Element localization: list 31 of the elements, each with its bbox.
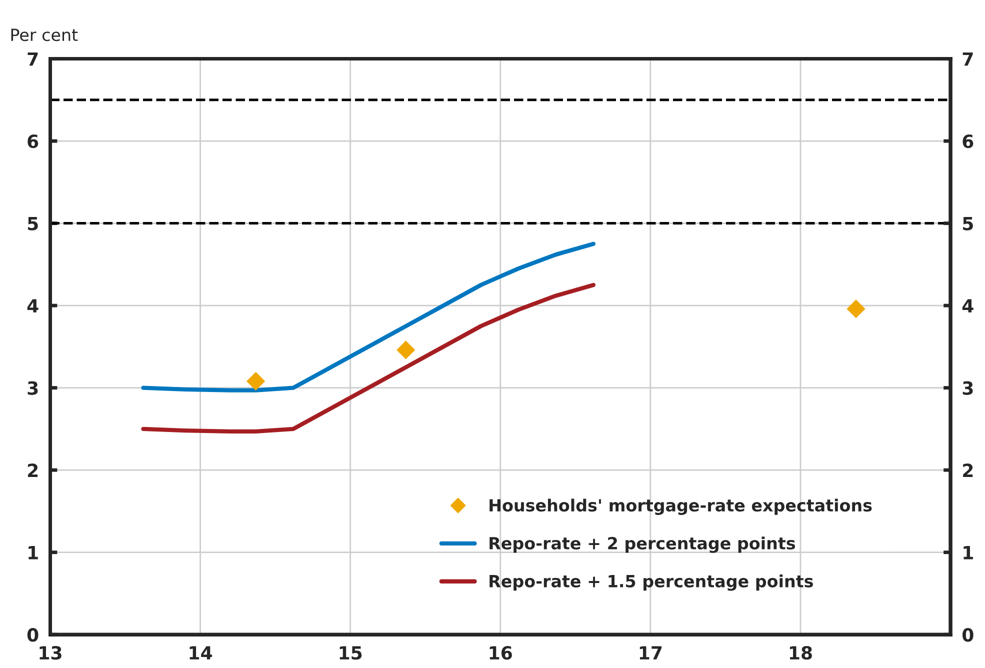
y2-tick-label: 1 — [964, 546, 973, 560]
y-tick-label: 0 — [27, 628, 38, 642]
y-axis-title: Per cent — [11, 28, 78, 42]
point — [846, 300, 866, 318]
y-tick-label: 5 — [28, 217, 38, 230]
y2-tick-label: 6 — [962, 134, 974, 148]
x-tick-label: 13 — [40, 646, 62, 660]
x-tick-label: 16 — [490, 646, 512, 660]
y-tick-label: 2 — [28, 464, 38, 477]
y2-tick-label: 3 — [962, 381, 973, 395]
legend-label: Households' mortgage-rate expectations — [490, 498, 872, 515]
y2-tick-label: 2 — [963, 464, 973, 477]
y2-tick-label: 5 — [963, 217, 973, 230]
line-series — [141, 242, 596, 392]
y-tick-label: 7 — [28, 52, 38, 66]
x-tick-label: 14 — [190, 646, 212, 660]
point — [396, 340, 416, 360]
y2-tick-label: 0 — [962, 628, 974, 642]
x-tick-label: 18 — [790, 646, 812, 660]
x-tick-label: 15 — [340, 646, 362, 660]
legend-label: Repo-rate + 2 percentage points — [490, 536, 796, 553]
x-tick-label: 17 — [640, 646, 662, 660]
y-tick-label: 6 — [28, 134, 38, 148]
y2-tick-label: 4 — [962, 299, 974, 312]
y-tick-label: 4 — [27, 299, 38, 312]
y-tick-label: 3 — [28, 381, 38, 395]
y-tick-label: 1 — [28, 546, 38, 560]
line-series — [141, 282, 596, 434]
legend-label: Repo-rate + 1.5 percentage points — [490, 574, 813, 591]
point — [246, 372, 266, 391]
y2-tick-label: 7 — [962, 52, 973, 66]
